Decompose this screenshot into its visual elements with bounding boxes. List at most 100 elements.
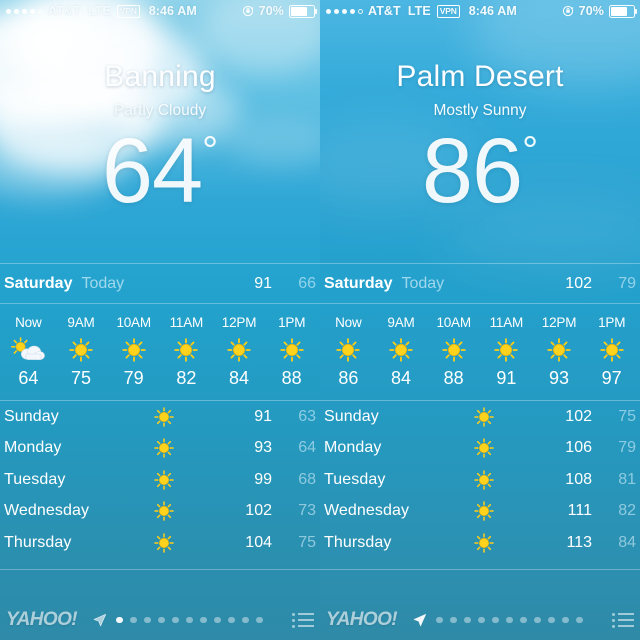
divider <box>320 400 640 401</box>
page-dot[interactable] <box>576 616 583 624</box>
day-high-temp: 102 <box>565 407 592 425</box>
hourly-forecast-strip[interactable]: Now 86 9AM 84 10AM 88 11AM 91 12PM 93 1PM 97 <box>320 304 640 400</box>
hourly-forecast-item: 1PM 88 <box>265 315 318 389</box>
day-low-temp: 68 <box>298 470 316 488</box>
sun-icon <box>474 470 494 490</box>
day-low-temp: 82 <box>618 502 636 520</box>
page-dot[interactable] <box>214 616 221 624</box>
carrier-label: AT&T <box>368 4 401 18</box>
battery-percent-label: 70% <box>258 4 284 18</box>
today-temps: 91 66 <box>228 275 316 293</box>
city-list-icon[interactable] <box>611 612 634 628</box>
day-high-temp: 99 <box>254 470 272 488</box>
page-dot[interactable] <box>116 616 123 624</box>
clock-label: 8:46 AM <box>468 4 517 18</box>
page-dot[interactable] <box>492 616 499 624</box>
page-dot[interactable] <box>506 616 513 624</box>
location-arrow-icon[interactable] <box>412 613 427 628</box>
city-name: Banning <box>104 60 216 93</box>
page-dot[interactable] <box>256 616 263 624</box>
hourly-forecast-strip[interactable]: Now 64 9AM 75 10AM 79 11AM 82 12PM 84 1PM 88 <box>0 304 320 400</box>
today-day-label: Saturday <box>4 274 73 292</box>
sun-icon <box>494 338 519 362</box>
page-dot[interactable] <box>436 616 443 624</box>
signal-strength-icon <box>326 8 363 14</box>
location-arrow-icon[interactable] <box>92 613 107 628</box>
page-indicator[interactable] <box>92 613 263 628</box>
sun-icon <box>213 333 266 367</box>
page-dot[interactable] <box>548 616 555 624</box>
hour-temp-label: 79 <box>123 368 144 388</box>
page-dot[interactable] <box>130 616 137 624</box>
daily-forecast-row: Thursday 104 75 <box>4 527 316 559</box>
weather-panel-palm-desert[interactable]: AT&T LTE VPN 8:46 AM 70% Palm Desert Mostly Su… <box>320 0 640 640</box>
weather-panel-banning[interactable]: AT&T LTE VPN 8:46 AM 70% Banning Partly Cloudy… <box>0 0 320 640</box>
page-dot[interactable] <box>144 616 151 624</box>
day-high-temp: 111 <box>567 502 592 520</box>
day-high-temp: 113 <box>566 533 592 551</box>
sun-icon <box>227 338 251 362</box>
battery-percent-label: 70% <box>578 4 604 18</box>
daily-forecast-row: Monday 93 64 <box>4 433 316 465</box>
sun-icon <box>336 338 361 362</box>
page-dot[interactable] <box>534 616 541 624</box>
page-dot[interactable] <box>172 616 179 624</box>
hour-temp-label: 84 <box>229 368 250 388</box>
divider <box>0 303 320 304</box>
page-dot[interactable] <box>186 616 193 624</box>
day-high-temp: 106 <box>565 439 592 457</box>
hour-time-label: 1PM <box>278 315 306 330</box>
sun-icon <box>441 338 466 362</box>
day-name-label: Sunday <box>4 407 59 425</box>
sun-icon <box>424 438 544 458</box>
page-dot[interactable] <box>478 616 485 624</box>
page-dot[interactable] <box>200 616 207 624</box>
sun-icon <box>174 338 199 362</box>
sun-icon <box>154 533 174 553</box>
divider <box>320 303 640 304</box>
daily-forecast-row: Wednesday 111 82 <box>324 496 636 528</box>
degree-symbol: ° <box>522 129 539 173</box>
panel-content: AT&T LTE VPN 8:46 AM 70% Banning Partly Cloudy… <box>0 4 320 570</box>
partly-cloudy-icon <box>2 333 55 367</box>
sun-icon <box>104 470 224 490</box>
sun-icon <box>427 333 480 367</box>
page-indicator[interactable] <box>412 613 583 628</box>
hour-time-label: 11AM <box>489 315 524 330</box>
city-list-icon[interactable] <box>291 612 314 628</box>
signal-strength-icon <box>6 8 43 14</box>
daily-forecast-row: Tuesday 99 68 <box>4 464 316 496</box>
network-type-label: LTE <box>87 4 111 18</box>
sun-icon <box>154 438 174 458</box>
today-day-label: Saturday <box>324 274 393 292</box>
daily-forecast-row: Thursday 113 84 <box>324 527 636 559</box>
page-dot[interactable] <box>562 616 569 624</box>
hour-temp-label: 91 <box>496 368 517 388</box>
page-dot[interactable] <box>464 616 471 624</box>
day-high-temp: 108 <box>565 470 592 488</box>
hour-time-label: 10AM <box>116 315 151 330</box>
hour-time-label: Now <box>335 315 362 330</box>
today-high-temp: 91 <box>254 274 272 292</box>
sun-icon <box>154 501 174 521</box>
day-high-temp: 104 <box>245 533 272 551</box>
hour-temp-label: 75 <box>70 368 92 388</box>
today-label: Today <box>401 274 445 292</box>
hour-temp-label: 82 <box>176 368 197 388</box>
hour-temp-label: 97 <box>601 368 622 388</box>
day-low-temp: 75 <box>298 533 316 551</box>
panel-content: AT&T LTE VPN 8:46 AM 70% Palm Desert Mostly Su… <box>320 0 640 640</box>
hour-time-label: 10AM <box>436 315 471 330</box>
sun-icon <box>279 338 304 362</box>
page-dot[interactable] <box>228 616 235 624</box>
page-dot[interactable] <box>520 616 527 624</box>
page-dot[interactable] <box>450 616 457 624</box>
divider <box>0 263 320 264</box>
hourly-forecast-item: 1PM 97 <box>585 315 638 389</box>
page-dot[interactable] <box>158 616 165 624</box>
hourly-forecast-item: 10AM 88 <box>427 315 480 389</box>
hourly-forecast-item: 10AM 79 <box>107 315 160 389</box>
page-dot[interactable] <box>242 616 249 624</box>
today-label: Today <box>81 274 125 292</box>
carrier-label: AT&T <box>48 4 81 18</box>
